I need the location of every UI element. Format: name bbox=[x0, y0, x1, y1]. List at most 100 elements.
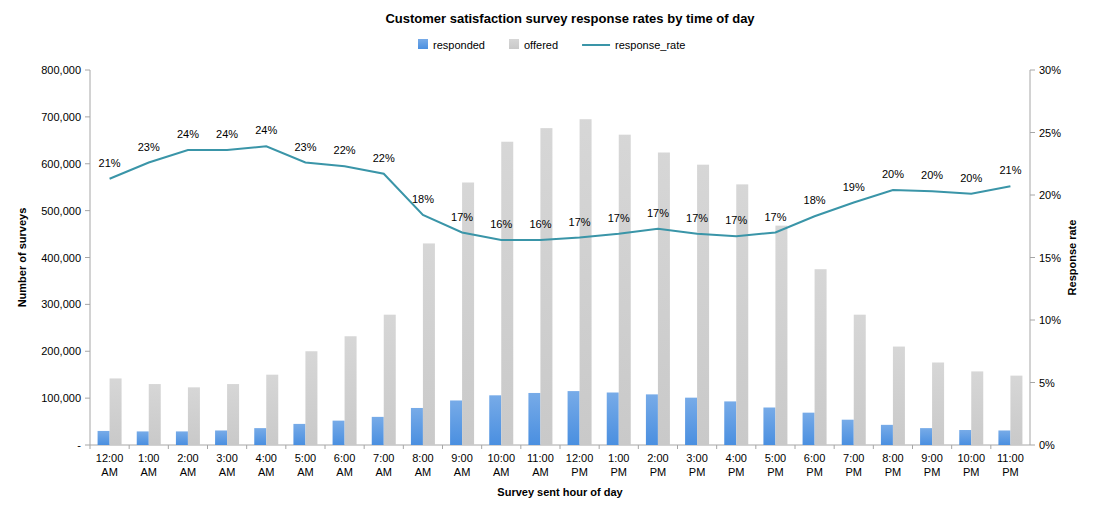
x-tick-label: 10:00 AM bbox=[487, 452, 515, 478]
legend-swatch bbox=[418, 39, 428, 49]
x-tick-label-line: 5:00 bbox=[765, 452, 786, 464]
x-tick-label: 6:00 PM bbox=[804, 452, 825, 478]
x-tick bbox=[716, 445, 717, 449]
x-tick-label-line: 4:00 bbox=[256, 452, 277, 464]
x-tick bbox=[520, 445, 521, 449]
y-tick-label: 500,000 bbox=[41, 205, 81, 217]
y-tick-label: 200,000 bbox=[41, 345, 81, 357]
y-tick bbox=[85, 257, 90, 258]
data-label: 17% bbox=[608, 212, 630, 224]
bar bbox=[98, 431, 110, 445]
x-tick-label-line: 2:00 bbox=[647, 452, 668, 464]
x-tick-label: 12:00AM bbox=[96, 452, 124, 478]
x-tick bbox=[481, 445, 482, 449]
x-tick bbox=[677, 445, 678, 449]
bar bbox=[333, 421, 345, 445]
x-tick-label: 10:00PM bbox=[957, 452, 985, 478]
x-tick-label-line: 3:00 bbox=[686, 452, 707, 464]
x-tick-label-line: 4:00 bbox=[726, 452, 747, 464]
x-tick-label: 9:00PM bbox=[921, 452, 942, 478]
data-label: 17% bbox=[686, 212, 708, 224]
y-tick-label: 100,000 bbox=[41, 392, 81, 404]
bar bbox=[384, 315, 396, 445]
data-label: 21% bbox=[999, 164, 1021, 176]
bar bbox=[685, 398, 697, 445]
x-tick bbox=[403, 445, 404, 449]
x-tick bbox=[246, 445, 247, 449]
x-tick-label: 11:00 AM bbox=[527, 452, 554, 478]
x-tick-label-line: 6:00 bbox=[804, 452, 825, 464]
x-tick-label-line: PM bbox=[924, 466, 941, 478]
x-tick bbox=[364, 445, 365, 449]
x-tick bbox=[638, 445, 639, 449]
bar bbox=[227, 384, 239, 445]
y2-tick bbox=[1030, 382, 1035, 383]
y2-tick bbox=[1030, 195, 1035, 196]
y2-tick-label: 10% bbox=[1039, 314, 1061, 326]
x-tick bbox=[912, 445, 913, 449]
x-tick-label-line: AM bbox=[141, 466, 158, 478]
data-label: 23% bbox=[138, 141, 160, 153]
x-tick-label-line: AM bbox=[532, 466, 549, 478]
y2-tick bbox=[1030, 320, 1035, 321]
y2-tick bbox=[1030, 445, 1035, 446]
data-label: 19% bbox=[843, 181, 865, 193]
x-tick bbox=[442, 445, 443, 449]
bar bbox=[893, 347, 905, 445]
bar bbox=[658, 153, 670, 446]
x-tick-label: 8:00PM bbox=[882, 452, 903, 478]
x-tick-label-line: PM bbox=[571, 466, 588, 478]
x-tick bbox=[207, 445, 208, 449]
x-tick-label-line: 9:00 bbox=[451, 452, 472, 464]
bar bbox=[607, 393, 619, 446]
y-tick bbox=[85, 70, 90, 71]
data-label: 21% bbox=[99, 157, 121, 169]
bar bbox=[293, 424, 305, 445]
legend-swatch bbox=[582, 44, 610, 46]
x-tick bbox=[90, 445, 91, 449]
x-tick bbox=[129, 445, 130, 449]
x-tick-label-line: PM bbox=[650, 466, 667, 478]
x-tick-label-line: PM bbox=[846, 466, 863, 478]
y-tick-label: - bbox=[77, 439, 81, 451]
y-tick-label: 800,000 bbox=[41, 64, 81, 76]
bar bbox=[450, 400, 462, 445]
bar bbox=[854, 315, 866, 445]
x-tick-label-line: 11:00 bbox=[527, 452, 554, 464]
x-tick-label: 12:00PM bbox=[566, 452, 594, 478]
x-tick-label: 2:00 PM bbox=[647, 452, 668, 478]
x-tick-label-line: AM bbox=[454, 466, 471, 478]
data-label: 16% bbox=[529, 218, 551, 230]
x-tick-label-line: AM bbox=[493, 466, 510, 478]
x-tick bbox=[325, 445, 326, 449]
y-tick-label: 700,000 bbox=[41, 111, 81, 123]
bar bbox=[110, 378, 122, 445]
x-tick-label: 4:00AM bbox=[256, 452, 277, 478]
x-tick-label-line: PM bbox=[689, 466, 706, 478]
bar bbox=[345, 336, 357, 445]
x-tick bbox=[755, 445, 756, 449]
x-tick bbox=[873, 445, 874, 449]
x-tick-label-line: PM bbox=[1002, 466, 1019, 478]
x-tick-label-line: 2:00 bbox=[177, 452, 198, 464]
data-label: 17% bbox=[569, 216, 591, 228]
bar bbox=[763, 408, 775, 446]
data-label: 24% bbox=[255, 124, 277, 136]
bar bbox=[803, 413, 815, 445]
x-tick-label-line: 3:00 bbox=[216, 452, 237, 464]
x-tick-label: 5:00AM bbox=[295, 452, 316, 478]
data-label: 17% bbox=[451, 211, 473, 223]
bar bbox=[176, 431, 188, 445]
x-tick-label: 6:00AM bbox=[334, 452, 355, 478]
data-label: 17% bbox=[647, 207, 669, 219]
x-tick-label: 3:00 PM bbox=[686, 452, 707, 478]
data-label: 18% bbox=[412, 193, 434, 205]
data-label: 23% bbox=[294, 141, 316, 153]
x-tick-label-line: PM bbox=[806, 466, 823, 478]
x-tick-label: 9:00 AM bbox=[451, 452, 472, 478]
y2-axis-title: Response rate bbox=[1066, 220, 1078, 296]
line bbox=[110, 146, 1011, 240]
x-tick-label: 4:00PM bbox=[726, 452, 747, 478]
x-tick-label-line: 10:00 bbox=[487, 452, 515, 464]
bar bbox=[959, 430, 971, 445]
